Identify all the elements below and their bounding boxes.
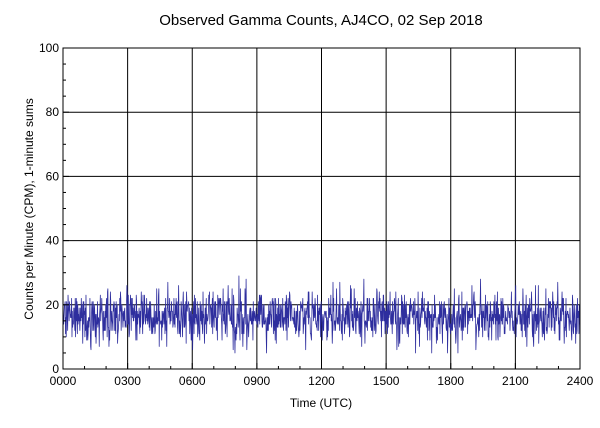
x-tick-label: 2100 xyxy=(502,374,529,388)
x-tick-label: 0900 xyxy=(244,374,271,388)
series-line-gamma-counts xyxy=(62,275,581,354)
y-tick-label: 20 xyxy=(46,298,60,312)
data-series xyxy=(62,275,581,354)
x-tick-label: 1500 xyxy=(373,374,400,388)
x-axis-label: Time (UTC) xyxy=(290,396,352,410)
chart-title: Observed Gamma Counts, AJ4CO, 02 Sep 201… xyxy=(159,12,483,29)
x-tick-label: 0000 xyxy=(50,374,77,388)
y-tick-label: 80 xyxy=(46,105,60,119)
x-tick-label: 1200 xyxy=(308,374,335,388)
x-tick-label: 1800 xyxy=(437,374,464,388)
x-tick-label: 0300 xyxy=(114,374,141,388)
y-tick-label: 60 xyxy=(46,169,60,183)
y-tick-label: 0 xyxy=(52,362,59,376)
x-tick-label: 2400 xyxy=(567,374,594,388)
y-tick-label: 40 xyxy=(46,234,60,248)
x-tick-labels: 0000 0300 0600 0900 1200 1500 1800 2100 2400 xyxy=(50,374,594,388)
axis-ticks xyxy=(62,47,581,370)
y-tick-label: 100 xyxy=(39,41,59,55)
x-tick-label: 0600 xyxy=(179,374,206,388)
y-axis-label: Counts per Minute (CPM), 1-minute sums xyxy=(22,98,36,319)
y-tick-labels: 0 20 40 60 80 100 xyxy=(39,41,59,376)
